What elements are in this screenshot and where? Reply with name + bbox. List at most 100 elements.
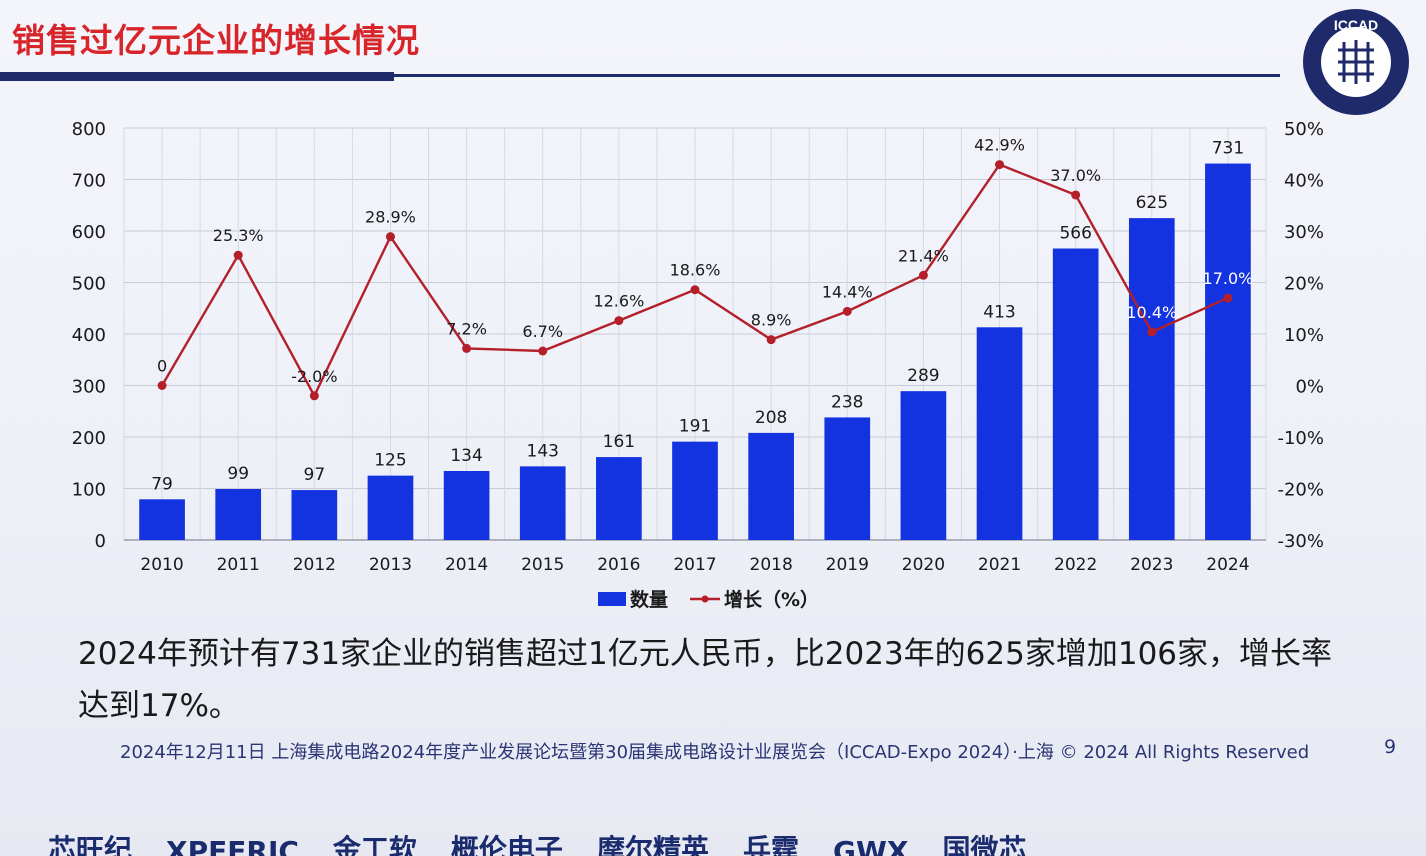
bar-label-2010: 79 bbox=[151, 474, 173, 494]
point-2013 bbox=[385, 232, 395, 242]
bar-2024 bbox=[1205, 163, 1251, 540]
x-tick-2015: 2015 bbox=[521, 555, 564, 575]
x-tick-2010: 2010 bbox=[140, 555, 183, 575]
bar-2017 bbox=[672, 441, 718, 540]
x-tick-2012: 2012 bbox=[293, 555, 336, 575]
point-2019 bbox=[842, 306, 852, 316]
growth-label-2016: 12.6% bbox=[593, 292, 644, 311]
x-axis-ticks: 2010 2011 2012 2013 2014 2015 2016 2017 2018 2019… bbox=[140, 555, 1249, 575]
bar-label-2024: 731 bbox=[1212, 139, 1244, 159]
bar-label-2021: 413 bbox=[983, 302, 1015, 322]
point-2022 bbox=[1071, 190, 1081, 200]
bar-label-2019: 238 bbox=[831, 392, 863, 412]
growth-label-2021: 42.9% bbox=[974, 136, 1025, 155]
bar-2012 bbox=[291, 490, 338, 540]
growth-label-2019: 14.4% bbox=[822, 282, 873, 301]
x-tick-2020: 2020 bbox=[902, 555, 945, 575]
right-tick: -30% bbox=[1277, 531, 1324, 552]
bar-label-2017: 191 bbox=[679, 417, 711, 437]
bar-2016 bbox=[596, 457, 642, 540]
legend-bar-swatch bbox=[598, 592, 626, 606]
legend-line-label: 增长（%） bbox=[724, 588, 819, 611]
x-tick-2021: 2021 bbox=[978, 555, 1021, 575]
bar-2019 bbox=[824, 417, 871, 540]
point-2011 bbox=[233, 250, 243, 260]
left-tick: 0 bbox=[95, 531, 106, 552]
sponsor-logo: GWX bbox=[832, 835, 909, 856]
point-2018 bbox=[766, 335, 776, 345]
growth-label-2023: 10.4% bbox=[1126, 303, 1177, 322]
x-tick-2018: 2018 bbox=[750, 555, 793, 575]
bar-2014 bbox=[443, 470, 490, 540]
bar-2010 bbox=[139, 499, 185, 540]
left-tick: 100 bbox=[72, 480, 106, 501]
right-tick: 10% bbox=[1284, 325, 1324, 346]
right-tick: 30% bbox=[1284, 222, 1324, 243]
summary-text: 2024年预计有731家企业的销售超过1亿元人民币，比2023年的625家增加1… bbox=[78, 636, 1333, 724]
right-tick: -20% bbox=[1277, 480, 1324, 501]
sponsor-logo: 概伦电子 bbox=[450, 833, 563, 856]
bar-label-2013: 125 bbox=[374, 451, 406, 471]
right-tick: -10% bbox=[1277, 428, 1324, 449]
left-tick: 700 bbox=[72, 171, 106, 192]
growth-label-2022: 37.0% bbox=[1050, 166, 1101, 185]
left-tick: 200 bbox=[72, 428, 106, 449]
bar-label-2020: 289 bbox=[907, 366, 939, 386]
growth-label-2014: 7.2% bbox=[446, 319, 487, 338]
slide-title: 销售过亿元企业的增长情况 bbox=[12, 21, 420, 60]
growth-label-2018: 8.9% bbox=[751, 311, 792, 330]
bar-labels: 79 99 97 125 134 143 161 191 208 238 289 413 566 625 7… bbox=[151, 139, 1244, 495]
x-tick-2022: 2022 bbox=[1054, 555, 1097, 575]
sponsor-logo: 金工软 bbox=[332, 833, 417, 856]
bar-label-2018: 208 bbox=[755, 408, 787, 428]
growth-label-2017: 18.6% bbox=[670, 261, 721, 280]
left-tick: 300 bbox=[72, 377, 106, 398]
bar-series bbox=[139, 163, 1251, 540]
sponsor-strip: 芯旺纪 XPEERIC 金工软 概伦电子 摩尔精英 兵霆 GWX 国微芯 bbox=[0, 826, 1426, 856]
legend: 数量 增长（%） bbox=[598, 588, 819, 611]
point-2016 bbox=[614, 316, 624, 326]
growth-label-2020: 21.4% bbox=[898, 246, 949, 265]
legend-bar-label: 数量 bbox=[630, 588, 668, 611]
left-axis-ticks: 0 100 200 300 400 500 600 700 800 bbox=[72, 119, 106, 552]
iccad-logo: ICCAD bbox=[1303, 9, 1409, 115]
bar-label-2011: 99 bbox=[227, 464, 249, 484]
bar-2022 bbox=[1052, 248, 1099, 540]
left-tick: 600 bbox=[72, 222, 106, 243]
bar-label-2023: 625 bbox=[1136, 193, 1168, 213]
x-tick-2017: 2017 bbox=[673, 555, 716, 575]
growth-label-2011: 25.3% bbox=[213, 226, 264, 245]
x-tick-2013: 2013 bbox=[369, 555, 412, 575]
bar-2015 bbox=[519, 466, 566, 540]
sponsor-logo: XPEERIC bbox=[166, 835, 299, 856]
logo-text: ICCAD bbox=[1334, 17, 1378, 33]
growth-label-2013: 28.9% bbox=[365, 208, 416, 227]
left-tick: 800 bbox=[72, 119, 106, 140]
chart: 79 99 97 125 134 143 161 191 208 238 289 413 566 625 7… bbox=[72, 119, 1324, 611]
title-underline bbox=[0, 72, 394, 81]
growth-label-2012: -2.0% bbox=[291, 367, 337, 386]
bar-2011 bbox=[215, 489, 262, 540]
point-2020 bbox=[918, 270, 928, 280]
point-2023 bbox=[1147, 327, 1157, 337]
footer-text: 2024年12月11日 上海集成电路2024年度产业发展论坛暨第30届集成电路设… bbox=[120, 742, 1310, 763]
bar-2013 bbox=[367, 475, 414, 540]
left-tick: 500 bbox=[72, 274, 106, 295]
growth-label-2024: 17.0% bbox=[1203, 269, 1254, 288]
sponsor-logo: 摩尔精英 bbox=[596, 833, 709, 856]
page-number: 9 bbox=[1384, 736, 1397, 758]
sponsor-logo: 国微芯 bbox=[942, 833, 1027, 856]
x-tick-2016: 2016 bbox=[597, 555, 640, 575]
point-2024 bbox=[1223, 293, 1233, 303]
right-tick: 0% bbox=[1295, 377, 1324, 398]
right-tick: 20% bbox=[1284, 274, 1324, 295]
bar-label-2012: 97 bbox=[304, 465, 326, 485]
bar-label-2015: 143 bbox=[527, 441, 559, 461]
left-tick: 400 bbox=[72, 325, 106, 346]
legend-line-marker bbox=[701, 595, 709, 603]
bar-2023 bbox=[1128, 218, 1175, 540]
x-tick-2011: 2011 bbox=[217, 555, 260, 575]
point-2015 bbox=[538, 346, 548, 356]
growth-label-2015: 6.7% bbox=[522, 322, 563, 341]
x-tick-2019: 2019 bbox=[826, 555, 869, 575]
